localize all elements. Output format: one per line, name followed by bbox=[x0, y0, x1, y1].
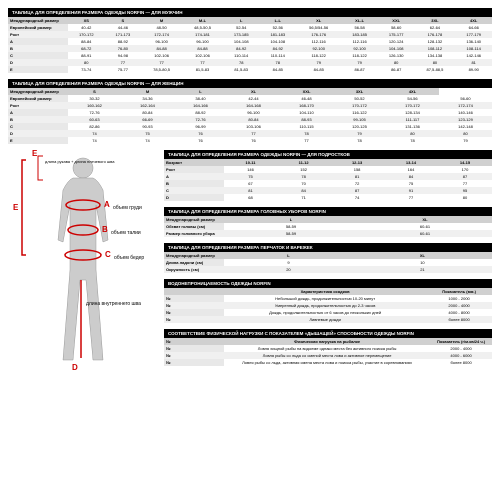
table-row: Рост160-162162-164164-166164-168168-1701… bbox=[8, 102, 492, 109]
table-row: E7474767677787879 bbox=[8, 137, 492, 144]
table-row: №Дождь, продолжительностью от 6 часов до… bbox=[164, 309, 492, 316]
men-size-table: ТАБЛИЦА ДЛЯ ОПРЕДЕЛЕНИЯ РАЗМЕРА ОДЕЖДЫ N… bbox=[8, 8, 492, 73]
table-row: C8184879195 bbox=[164, 187, 492, 194]
table-row: Обхват головы (см)58-5960-61 bbox=[164, 223, 492, 230]
gloves-size-table: ТАБЛИЦА ДЛЯ ОПРЕДЕЛЕНИЯ РАЗМЕРА ПЕРЧАТОК… bbox=[164, 243, 492, 273]
body-figure: A объем груди B объем талии C объем беде… bbox=[8, 150, 158, 381]
table-row: B60-6366-6972-7680-8488-9399-105111-1171… bbox=[8, 116, 492, 123]
table-row: Международный размерSMLXLXXL3XL4XL bbox=[8, 88, 492, 95]
table-row: A72-7680-8488-9296-100104-110116-122128-… bbox=[8, 109, 492, 116]
table-row: Длина ладони (см)910 bbox=[164, 259, 492, 266]
svg-text:длина рукава + длина плечевого: длина рукава + длина плечевого шва bbox=[45, 159, 115, 164]
svg-text:E: E bbox=[32, 150, 38, 158]
svg-text:D: D bbox=[72, 363, 78, 372]
kids-rows: Возраст10-1111-1212-1313-1414-15Рост1461… bbox=[164, 159, 492, 201]
table-row: C82-8690-9396-99103-106110-115120-125131… bbox=[8, 123, 492, 130]
svg-text:объем груди: объем груди bbox=[113, 205, 142, 211]
hats-size-table: ТАБЛИЦА ДЛЯ ОПРЕДЕЛЕНИЯ РАЗМЕРА ГОЛОВНЫХ… bbox=[164, 207, 492, 237]
table-row: Международный размерLXL bbox=[164, 252, 492, 259]
table-row: Европейский размер40-4244-4648-5048,5-50… bbox=[8, 24, 492, 31]
water-title: ВОДОНЕПРОНИЦАЕМОСТЬ ОДЕЖДЫ NORFIN bbox=[164, 279, 492, 288]
svg-text:E: E bbox=[13, 203, 19, 212]
water-rows: Характеристика осадковПоказатель (мм.)№Н… bbox=[164, 288, 492, 323]
men-rows: Международный размерXSSMM-LLL-LXLXL-LXXL… bbox=[8, 17, 492, 73]
table-row: №Ловля рыбы со льда, активная смена мест… bbox=[164, 359, 492, 366]
table-row: №Физическая нагрузка на рыбалкеПоказател… bbox=[164, 338, 492, 345]
table-row: №Ловля хищной рыбы на водоеме однако мес… bbox=[164, 345, 492, 352]
hats-title: ТАБЛИЦА ДЛЯ ОПРЕДЕЛЕНИЯ РАЗМЕРА ГОЛОВНЫХ… bbox=[164, 207, 492, 216]
women-size-table: ТАБЛИЦА ДЛЯ ОПРЕДЕЛЕНИЯ РАЗМЕРА ОДЕЖДЫ N… bbox=[8, 79, 492, 144]
svg-text:A: A bbox=[104, 200, 110, 209]
women-rows: Международный размерSMLXLXXL3XL4XLЕвропе… bbox=[8, 88, 492, 144]
hats-rows: Международный размерLXLОбхват головы (см… bbox=[164, 216, 492, 237]
table-row: E73-7475-7778,5-80,581,5-8381,5-8384-858… bbox=[8, 66, 492, 73]
table-row: Международный размерLXL bbox=[164, 216, 492, 223]
svg-text:объем талии: объем талии bbox=[111, 230, 141, 236]
table-row: Международный размерXSSMM-LLL-LXLXL-LXXL… bbox=[8, 17, 492, 24]
table-row: Окружность (см)2021 bbox=[164, 266, 492, 273]
breathe-rows: №Физическая нагрузка на рыбалкеПоказател… bbox=[164, 338, 492, 366]
table-row: Возраст10-1111-1212-1313-1414-15 bbox=[164, 159, 492, 166]
table-row: №Ловля рыбы со льда со сменой места лова… bbox=[164, 352, 492, 359]
breathe-title: СООТВЕТСТВИЕ ФИЗИЧЕСКОЙ НАГРУЗКИ С ПОКАЗ… bbox=[164, 329, 492, 338]
table-row: №Ливневые дождиболее 8000 bbox=[164, 316, 492, 323]
table-row: Рост146152158164170 bbox=[164, 166, 492, 173]
table-row: Рост170-172171-173172-174174-181173-1851… bbox=[8, 31, 492, 38]
table-row: D8077777778787979808081 bbox=[8, 59, 492, 66]
svg-text:объем бедер: объем бедер bbox=[114, 255, 144, 261]
kids-size-table: ТАБЛИЦА ДЛЯ ОПРЕДЕЛЕНИЯ РАЗМЕРА ОДЕЖДЫ N… bbox=[164, 150, 492, 201]
table-row: B68-7276-8084-8884-8884-9284-9292-10092-… bbox=[8, 45, 492, 52]
gloves-rows: Международный размерLXLДлина ладони (см)… bbox=[164, 252, 492, 273]
table-row: Размер головного убора58-5960-61 bbox=[164, 230, 492, 237]
svg-text:C: C bbox=[105, 250, 111, 259]
table-row: №Умеренный дождь, продолжительностью до … bbox=[164, 302, 492, 309]
women-title: ТАБЛИЦА ДЛЯ ОПРЕДЕЛЕНИЯ РАЗМЕРА ОДЕЖДЫ N… bbox=[8, 79, 492, 88]
table-row: C88-9194-98102-106102-106110-114110-1141… bbox=[8, 52, 492, 59]
table-row: A88-8488-9296-10096-100104-108104-108112… bbox=[8, 38, 492, 45]
table-row: D7475767778798080 bbox=[8, 130, 492, 137]
table-row: A7578818487 bbox=[164, 173, 492, 180]
breathe-table: СООТВЕТСТВИЕ ФИЗИЧЕСКОЙ НАГРУЗКИ С ПОКАЗ… bbox=[164, 329, 492, 366]
kids-title: ТАБЛИЦА ДЛЯ ОПРЕДЕЛЕНИЯ РАЗМЕРА ОДЕЖДЫ N… bbox=[164, 150, 492, 159]
men-title: ТАБЛИЦА ДЛЯ ОПРЕДЕЛЕНИЯ РАЗМЕРА ОДЕЖДЫ N… bbox=[8, 8, 492, 17]
table-row: B6770727577 bbox=[164, 180, 492, 187]
water-table: ВОДОНЕПРОНИЦАЕМОСТЬ ОДЕЖДЫ NORFIN Характ… bbox=[164, 279, 492, 323]
svg-text:B: B bbox=[102, 225, 108, 234]
gloves-title: ТАБЛИЦА ДЛЯ ОПРЕДЕЛЕНИЯ РАЗМЕРА ПЕРЧАТОК… bbox=[164, 243, 492, 252]
table-row: Характеристика осадковПоказатель (мм.) bbox=[164, 288, 492, 295]
table-row: Европейский размер30-3234-3638-4042-4446… bbox=[8, 95, 492, 102]
table-row: D6871747780 bbox=[164, 194, 492, 201]
svg-text:длина внутреннего шва: длина внутреннего шва bbox=[86, 301, 141, 307]
table-row: №Небольшой дождь, продолжительностью 10-… bbox=[164, 295, 492, 302]
